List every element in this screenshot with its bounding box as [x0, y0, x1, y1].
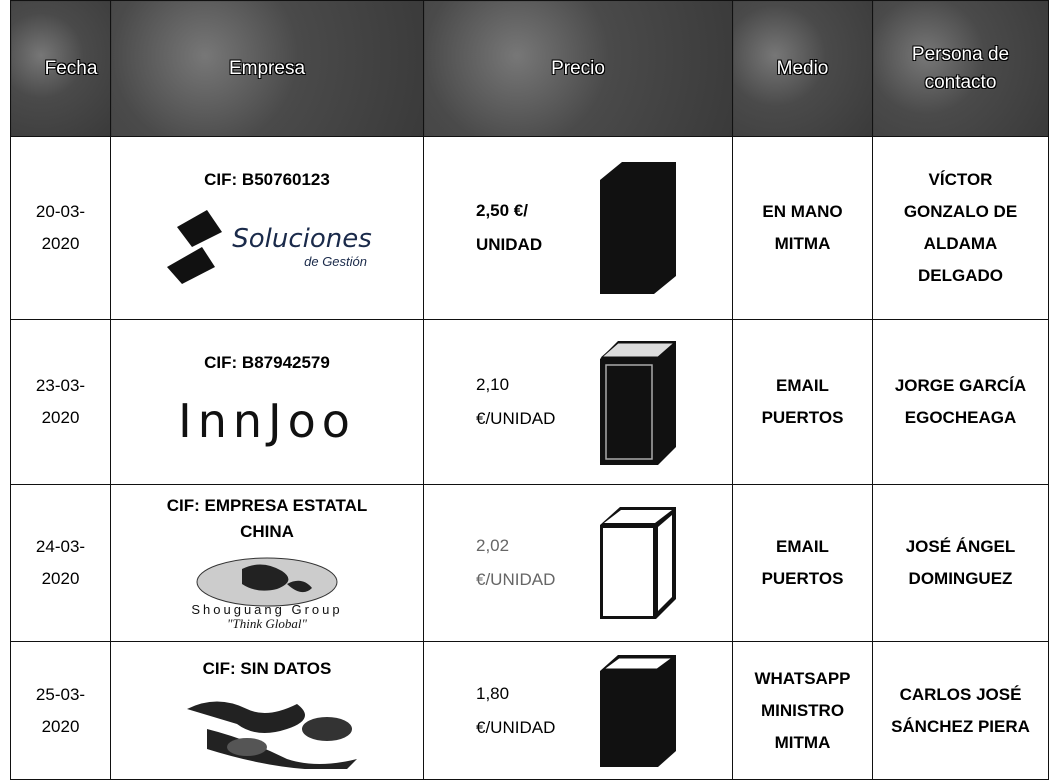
date-cell: 23-03-2020 [10, 319, 111, 485]
medium-cell: EMAIL PUERTOS [732, 484, 873, 642]
date: 25-03-2020 [35, 684, 86, 736]
header-text: Fecha [44, 57, 98, 79]
date-cell: 25-03-2020 [10, 641, 111, 780]
company-cell: CIF: B50760123 Soluciones de Gestión [110, 136, 424, 320]
cif: CIF: SIN DATOS [202, 658, 332, 678]
header-text: Medio [776, 57, 829, 79]
medium: EMAIL PUERTOS [761, 537, 844, 588]
header-cell: Empresa [110, 0, 424, 137]
company-logo: Shouguang Group "Think Global" [191, 557, 342, 631]
header-text: Empresa [228, 57, 306, 79]
contact-cell: CARLOS JOSÉ SÁNCHEZ PIERA [872, 641, 1049, 780]
company-cell: CIF: SIN DATOS [110, 641, 424, 780]
price-cell: 1,80 €/UNIDAD [423, 641, 733, 780]
logo-text: de Gestión [304, 254, 367, 269]
product-image [600, 654, 676, 767]
row: 25-03-2020 CIF: SIN DATOS 1,80 €/UNIDAD … [10, 641, 1049, 780]
contact: VÍCTOR GONZALO DE ALDAMA DELGADO [903, 170, 1018, 285]
contact: CARLOS JOSÉ SÁNCHEZ PIERA [891, 684, 1030, 736]
header-text: Precio [551, 57, 605, 79]
logo-text: Shouguang Group [191, 602, 342, 617]
product-image [600, 507, 676, 619]
logo-text: InnJoo [178, 394, 356, 448]
header-cell: Precio [423, 0, 733, 137]
medium-cell: EMAIL PUERTOS [732, 319, 873, 485]
date: 23-03-2020 [35, 376, 86, 427]
header-text: Persona de contacto [911, 43, 1010, 93]
contact: JOSÉ ÁNGEL DOMINGUEZ [905, 537, 1016, 588]
price: 2,10 €/UNIDAD [476, 375, 556, 428]
cif: CIF: B87942579 [204, 353, 330, 372]
price-cell: 2,50 €/ UNIDAD [423, 136, 733, 320]
cif: CIF: B50760123 [204, 170, 330, 189]
company-cell: CIF: B87942579 InnJoo [110, 319, 424, 485]
logo-text: Soluciones [232, 224, 372, 254]
header-row: Fecha Empresa Precio Medio Persona de co… [10, 0, 1049, 137]
medium: EN MANO MITMA [762, 202, 843, 253]
contact-cell: JOSÉ ÁNGEL DOMINGUEZ [872, 484, 1049, 642]
date-cell: 20-03-2020 [10, 136, 111, 320]
contact-cell: VÍCTOR GONZALO DE ALDAMA DELGADO [872, 136, 1049, 320]
company-logo: Soluciones de Gestión [167, 210, 372, 284]
date: 24-03-2020 [35, 537, 86, 588]
quotes-table: Fecha Empresa Precio Medio Persona de co… [10, 0, 1049, 780]
medium: EMAIL PUERTOS [761, 376, 844, 427]
medium-cell: EN MANO MITMA [732, 136, 873, 320]
price: 1,80 €/UNIDAD [476, 683, 556, 737]
company-logo [187, 701, 357, 769]
cif: CIF: EMPRESA ESTATAL CHINA [166, 495, 368, 541]
header-cell: Medio [732, 0, 873, 137]
row: 20-03-2020 CIF: B50760123 Soluciones de … [10, 136, 1049, 320]
price: 2,02 €/UNIDAD [476, 536, 556, 589]
logo-text: "Think Global" [227, 616, 307, 631]
row: 23-03-2020 CIF: B87942579 InnJoo 2,10 €/… [10, 319, 1049, 485]
row: 24-03-2020 CIF: EMPRESA ESTATAL CHINA Sh… [10, 484, 1049, 642]
price-cell: 2,02 €/UNIDAD [423, 484, 733, 642]
medium-cell: WHATSAPP MINISTRO MITMA [732, 641, 873, 780]
date-cell: 24-03-2020 [10, 484, 111, 642]
product-image [600, 341, 676, 465]
product-image [600, 162, 676, 294]
price-cell: 2,10 €/UNIDAD [423, 319, 733, 485]
medium: WHATSAPP MINISTRO MITMA [754, 668, 851, 752]
company-cell: CIF: EMPRESA ESTATAL CHINA Shouguang Gro… [110, 484, 424, 642]
contact-cell: JORGE GARCÍA EGOCHEAGA [872, 319, 1049, 485]
header-cell: Fecha [10, 0, 111, 137]
date: 20-03-2020 [35, 202, 86, 253]
company-logo: InnJoo [178, 394, 356, 448]
price: 2,50 €/ UNIDAD [476, 201, 543, 254]
header-cell: Persona de contacto [872, 0, 1049, 137]
contact: JORGE GARCÍA EGOCHEAGA [894, 376, 1027, 427]
